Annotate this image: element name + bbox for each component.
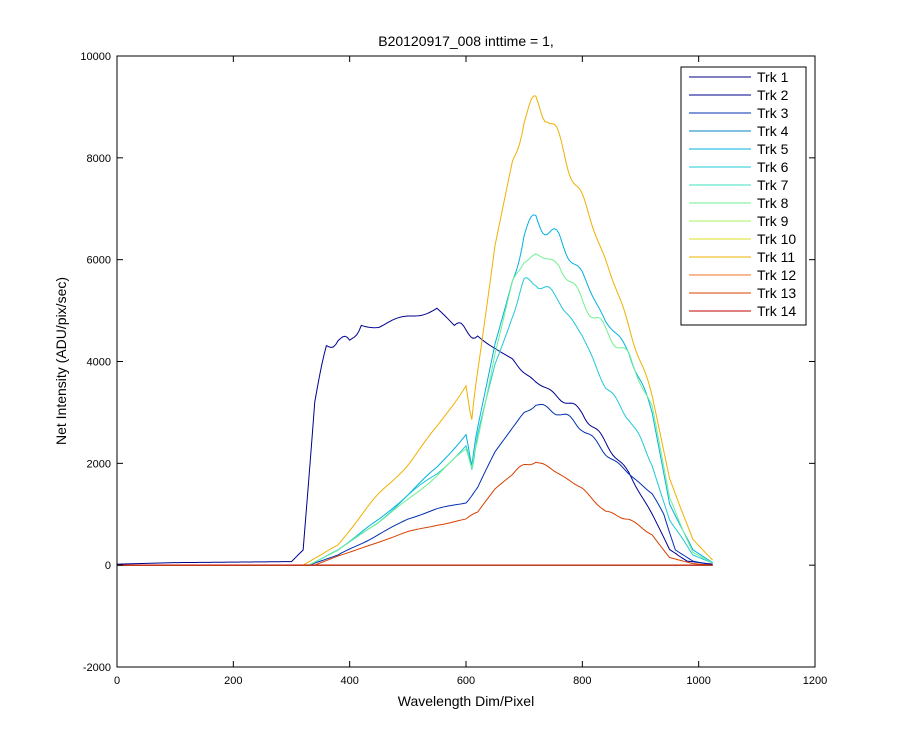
legend-label-2: Trk 2 xyxy=(757,87,789,103)
legend-label-6: Trk 6 xyxy=(757,159,789,175)
legend-label-13: Trk 13 xyxy=(757,285,796,301)
legend-label-8: Trk 8 xyxy=(757,195,789,211)
y-tick-label: 10000 xyxy=(80,51,111,63)
y-tick-label: 8000 xyxy=(87,153,111,165)
x-tick-label: 400 xyxy=(340,675,358,687)
legend-box xyxy=(680,66,807,326)
x-axis-label: Wavelength Dim/Pixel xyxy=(398,693,534,709)
legend-label-9: Trk 9 xyxy=(757,213,789,229)
series-line-2 xyxy=(116,307,713,565)
ticks-layer: 0 200 400 600 800 1000 1200-200002000400060008… xyxy=(80,51,827,687)
legend-label-5: Trk 5 xyxy=(757,141,789,157)
legend: Trk 1 Trk 2 Trk 3 Trk 4 Trk 5 Trk 6 Trk 7 Trk 8… xyxy=(680,66,807,326)
y-tick-label: 0 xyxy=(105,560,111,572)
y-tick-label: 6000 xyxy=(87,255,111,267)
legend-label-12: Trk 12 xyxy=(757,267,796,283)
legend-label-3: Trk 3 xyxy=(757,105,789,121)
x-tick-label: 0 xyxy=(114,675,120,687)
y-tick-label: 2000 xyxy=(87,458,111,470)
legend-label-10: Trk 10 xyxy=(757,231,796,247)
legend-label-7: Trk 7 xyxy=(757,177,789,193)
y-tick-label: 4000 xyxy=(87,357,111,369)
y-axis-label: Net Intensity (ADU/pix/sec) xyxy=(53,277,69,445)
legend-label-11: Trk 11 xyxy=(757,249,795,265)
x-tick-label: 600 xyxy=(457,675,475,687)
x-tick-label: 1200 xyxy=(803,675,827,687)
legend-label-14: Trk 14 xyxy=(757,303,796,319)
y-tick-label: -2000 xyxy=(83,662,111,674)
x-tick-label: 200 xyxy=(224,675,242,687)
series-layer xyxy=(116,95,713,566)
legend-label-1: Trk 1 xyxy=(757,69,789,85)
x-tick-label: 800 xyxy=(573,675,591,687)
legend-label-4: Trk 4 xyxy=(757,123,789,139)
x-tick-label: 1000 xyxy=(686,675,710,687)
chart-title: B20120917_008 inttime = 1, xyxy=(378,33,554,49)
